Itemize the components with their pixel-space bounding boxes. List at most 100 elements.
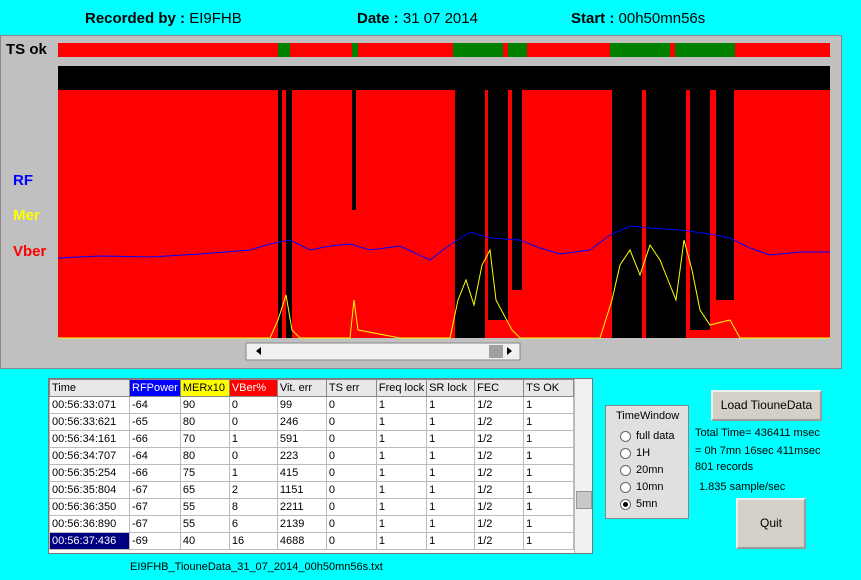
- cell: 1: [523, 481, 575, 499]
- radio-label: 5mn: [636, 498, 658, 510]
- cell: 40: [179, 532, 230, 550]
- data-table: Time RFPower MERx10 VBer% Vit. err TS err Freq…: [48, 378, 593, 554]
- radio-dot: [623, 501, 628, 507]
- table-row[interactable]: 00:56:35:254 -66 75 1 415 0 1 1 1/2 1: [49, 464, 575, 482]
- h-scrollbar[interactable]: [245, 342, 521, 361]
- table-row[interactable]: 00:56:36:890 -67 55 6 2139 0 1 1 1/2 1: [49, 515, 575, 533]
- cell: 16: [228, 532, 278, 550]
- label: Date :: [357, 10, 399, 27]
- cell: 1: [375, 532, 428, 550]
- column-header: VBer%: [228, 379, 278, 397]
- error-regions: [278, 90, 734, 338]
- cell: 1: [426, 532, 476, 550]
- ts-ok-segments: [278, 43, 735, 57]
- radio-option[interactable]: 10mn: [620, 481, 664, 493]
- v-scrollbar[interactable]: [574, 379, 592, 553]
- cell: 1: [375, 447, 428, 465]
- cell: 223: [276, 447, 327, 465]
- cell: 2211: [276, 498, 327, 516]
- time-window: TimeWindow full data 1H 20mn 10mn 5mn: [605, 405, 689, 519]
- legend-mer: Mer: [13, 207, 40, 224]
- ts-label: TS ok: [6, 41, 47, 58]
- cell: 1/2: [474, 447, 525, 465]
- column-header: SR lock: [426, 379, 476, 397]
- cell: 75: [179, 464, 230, 482]
- table-row[interactable]: 00:56:36:350 -67 55 8 2211 0 1 1 1/2 1: [49, 498, 575, 516]
- scroll-thumb[interactable]: [576, 491, 592, 509]
- radio-option[interactable]: full data: [620, 430, 675, 442]
- table-row[interactable]: 00:56:33:071 -64 90 0 99 0 1 1 1/2 1: [49, 396, 575, 414]
- radio-button[interactable]: [620, 481, 631, 493]
- start: Start : 00h50mn56s: [571, 10, 705, 27]
- cell: 1: [523, 498, 575, 516]
- radio-option[interactable]: 5mn: [620, 498, 657, 510]
- radio-button[interactable]: [620, 498, 631, 510]
- cell: 1: [426, 447, 476, 465]
- cell: 1: [523, 413, 575, 431]
- duration: = 0h 7mn 16sec 411msec: [695, 445, 821, 457]
- cell: 1: [426, 413, 476, 431]
- column-header: Time: [49, 379, 130, 397]
- cell: -66: [129, 430, 181, 448]
- scroll-thumb[interactable]: [489, 345, 503, 358]
- radio-label: 20mn: [636, 464, 664, 476]
- cell: 1: [523, 430, 575, 448]
- cell: 2: [228, 481, 278, 499]
- cell: 00:56:35:804: [49, 481, 130, 499]
- cell: -64: [129, 447, 181, 465]
- cell: 80: [179, 413, 230, 431]
- mer-trace: [58, 239, 830, 339]
- radio-option[interactable]: 20mn: [620, 464, 664, 476]
- radio-button[interactable]: [620, 464, 631, 476]
- top-band: [58, 66, 830, 90]
- cell: 1: [426, 396, 476, 414]
- cell: 0: [325, 532, 377, 550]
- label: Recorded by :: [85, 10, 186, 27]
- table-row[interactable]: 00:56:34:161 -66 70 1 591 0 1 1 1/2 1: [49, 430, 575, 448]
- column-header: TS err: [325, 379, 377, 397]
- radio-button[interactable]: [620, 447, 631, 459]
- cell: 0: [325, 396, 377, 414]
- cell: 1/2: [474, 413, 525, 431]
- table-row[interactable]: 00:56:37:436 -69 40 16 4688 0 1 1 1/2 1: [49, 532, 575, 550]
- cell: 1: [523, 532, 575, 550]
- cell: 0: [228, 447, 278, 465]
- cell: 0: [325, 430, 377, 448]
- table-row[interactable]: 00:56:33:621 -65 80 0 246 0 1 1 1/2 1: [49, 413, 575, 431]
- cell: 1: [375, 515, 428, 533]
- cell: 1151: [276, 481, 327, 499]
- cell: 2139: [276, 515, 327, 533]
- records: 801 records: [695, 461, 754, 473]
- table-row[interactable]: 00:56:34:707 -64 80 0 223 0 1 1 1/2 1: [49, 447, 575, 465]
- value: 00h50mn56s: [618, 10, 706, 27]
- cell: 0: [325, 464, 377, 482]
- cell: 1: [426, 464, 476, 482]
- cell: 00:56:35:254: [49, 464, 130, 482]
- label: Start :: [571, 10, 615, 27]
- cell: 1: [375, 481, 428, 499]
- cell: 0: [228, 396, 278, 414]
- cell: 0: [325, 413, 377, 431]
- legend-rf: RF: [13, 172, 33, 189]
- cell: 1: [375, 413, 428, 431]
- cell: 00:56:34:707: [49, 447, 130, 465]
- cell: -67: [129, 498, 181, 516]
- cell: 1/2: [474, 430, 525, 448]
- cell: -69: [129, 532, 181, 550]
- group-title: TimeWindow: [616, 410, 680, 422]
- recorded: Recorded by : EI9FHB: [85, 10, 242, 27]
- cell: 1/2: [474, 532, 525, 550]
- radio-button[interactable]: [620, 430, 631, 442]
- cell: 246: [276, 413, 327, 431]
- date: Date : 31 07 2014: [357, 10, 478, 27]
- value: EI9FHB: [189, 10, 242, 27]
- radio-option[interactable]: 1H: [620, 447, 650, 459]
- cell: 8: [228, 498, 278, 516]
- cell: 1: [228, 430, 278, 448]
- cell: 00:56:33:071: [49, 396, 130, 414]
- table-row[interactable]: 00:56:35:804 -67 65 2 1151 0 1 1 1/2 1: [49, 481, 575, 499]
- quit-button[interactable]: Quit: [736, 498, 806, 549]
- load-button[interactable]: Load TiouneData: [711, 390, 822, 421]
- legend-vber: Vber: [13, 243, 47, 260]
- cell: 1: [523, 515, 575, 533]
